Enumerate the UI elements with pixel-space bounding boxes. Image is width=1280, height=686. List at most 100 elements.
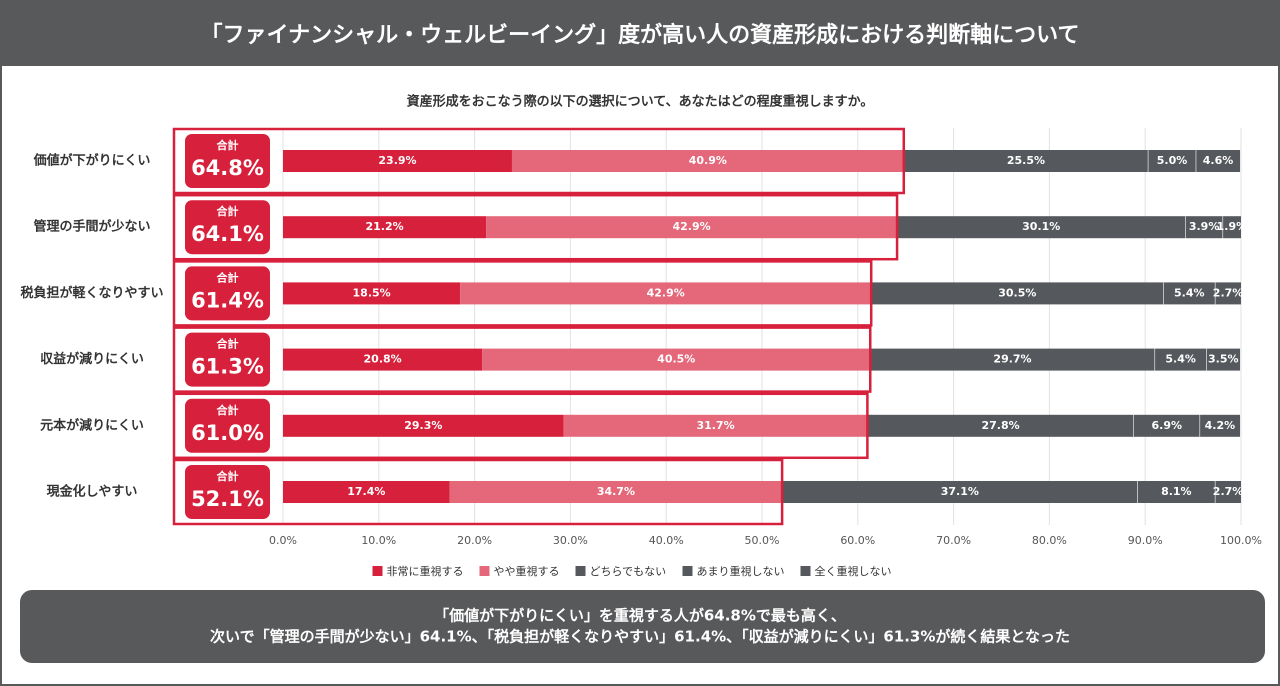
- bar-segment: [486, 216, 898, 239]
- footer-box: [20, 590, 1265, 663]
- total-outline: [172, 127, 906, 195]
- value-label: 20.8%: [364, 353, 402, 366]
- x-tick-label: 100.0%: [1220, 534, 1262, 547]
- category-label: 価値が下がりにくい: [33, 153, 151, 169]
- value-label: 42.9%: [673, 220, 711, 233]
- bar-segment: [1215, 481, 1241, 503]
- x-tick-label: 50.0%: [745, 534, 780, 547]
- legend-swatch: [479, 566, 490, 576]
- total-badge: [185, 266, 270, 321]
- value-label: 3.9%: [1189, 220, 1220, 233]
- total-badge: [185, 200, 270, 255]
- total-value: 61.3%: [191, 355, 264, 379]
- legend-swatch: [575, 566, 586, 576]
- bar-segment: [867, 414, 1134, 437]
- bar-segment: [870, 348, 1155, 371]
- legend-label: あまり重視しない: [697, 564, 785, 578]
- total-outline: [172, 458, 784, 526]
- total-caption: 合計: [217, 469, 239, 483]
- x-tick-label: 70.0%: [936, 534, 971, 547]
- category-label: 管理の手間が少ない: [33, 219, 150, 235]
- bar-segment: [1133, 414, 1200, 437]
- total-caption: 合計: [217, 403, 239, 417]
- total-badge: [185, 134, 270, 188]
- legend-swatch: [682, 566, 693, 576]
- bar-segment: [283, 348, 483, 371]
- bar-segment: [449, 481, 783, 503]
- category-label: 税負担が軽くなりやすい: [20, 285, 163, 301]
- value-label: 40.5%: [657, 353, 695, 366]
- category-label: 収益が減りにくい: [40, 351, 144, 367]
- header-bar: [0, 0, 1280, 66]
- value-label: 30.1%: [1022, 220, 1060, 233]
- footer-line: 「価値が下がりにくい」を重視する人が64.8%で最も高く、: [434, 607, 846, 625]
- bar-segment: [482, 348, 871, 371]
- total-outline: [172, 193, 899, 261]
- value-label: 29.7%: [993, 353, 1031, 366]
- value-label: 21.2%: [365, 220, 403, 233]
- value-label: 23.9%: [378, 154, 416, 167]
- bar-segment: [283, 282, 461, 305]
- bar-segment: [897, 216, 1186, 239]
- value-label: 30.5%: [998, 286, 1036, 299]
- value-label: 34.7%: [597, 485, 635, 498]
- x-tick-label: 40.0%: [649, 534, 684, 547]
- total-badge: [185, 465, 270, 519]
- footer-line: 次いで「管理の手間が少ない」64.1%、「税負担が軽くなりやすい」61.4%、「…: [210, 628, 1070, 646]
- bar-segment: [782, 481, 1138, 503]
- value-label: 4.6%: [1203, 154, 1234, 167]
- value-label: 5.0%: [1157, 154, 1188, 167]
- value-label: 3.5%: [1208, 353, 1239, 366]
- value-label: 1.9%: [1217, 220, 1248, 233]
- total-outline: [172, 260, 873, 327]
- x-tick-label: 60.0%: [840, 534, 875, 547]
- bar-segment: [1185, 216, 1223, 239]
- legend-swatch: [800, 566, 811, 576]
- value-label: 2.7%: [1213, 286, 1244, 299]
- bar-segment: [871, 282, 1164, 305]
- value-label: 27.8%: [981, 419, 1019, 432]
- bar-segment: [1215, 282, 1241, 305]
- value-label: 17.4%: [347, 485, 385, 498]
- total-outline: [172, 392, 869, 460]
- bar-segment: [283, 414, 564, 437]
- total-value: 52.1%: [191, 487, 264, 511]
- total-badge: [185, 398, 270, 453]
- header-title: 「ファイナンシャル・ウェルビーイング」度が高い人の資産形成における判断軸について: [201, 22, 1080, 48]
- value-label: 31.7%: [696, 419, 734, 432]
- bar-segment: [283, 150, 512, 172]
- total-caption: 合計: [217, 337, 239, 351]
- value-label: 5.4%: [1174, 286, 1205, 299]
- legend-label: 非常に重視する: [387, 564, 464, 578]
- value-label: 5.4%: [1165, 353, 1196, 366]
- bar-segment: [563, 414, 868, 437]
- bar-segment: [1206, 348, 1241, 371]
- value-label: 37.1%: [941, 485, 979, 498]
- value-label: 29.3%: [404, 419, 442, 432]
- x-tick-label: 90.0%: [1128, 534, 1163, 547]
- legend-label: 全く重視しない: [815, 564, 892, 578]
- total-value: 61.0%: [191, 421, 264, 445]
- total-outline: [172, 326, 872, 393]
- value-label: 42.9%: [647, 286, 685, 299]
- chart-subtitle: 資産形成をおこなう際の以下の選択について、あなたはどの程度重視しますか。: [407, 94, 874, 110]
- bar-segment: [1148, 150, 1196, 172]
- value-label: 2.7%: [1213, 485, 1244, 498]
- value-label: 8.1%: [1161, 485, 1192, 498]
- bar-segment: [460, 282, 872, 305]
- x-tick-label: 80.0%: [1032, 534, 1067, 547]
- x-tick-label: 10.0%: [361, 534, 396, 547]
- category-label: 現金化しやすい: [47, 484, 138, 500]
- total-value: 64.1%: [191, 222, 264, 246]
- bar-segment: [1163, 282, 1216, 305]
- value-label: 6.9%: [1151, 419, 1182, 432]
- bar-segment: [1199, 414, 1241, 437]
- legend-swatch: [372, 566, 383, 576]
- category-label: 元本が減りにくい: [40, 417, 144, 433]
- total-caption: 合計: [217, 204, 239, 218]
- value-label: 25.5%: [1007, 154, 1045, 167]
- x-tick-label: 20.0%: [457, 534, 492, 547]
- bar-segment: [1154, 348, 1207, 371]
- total-value: 64.8%: [191, 156, 264, 180]
